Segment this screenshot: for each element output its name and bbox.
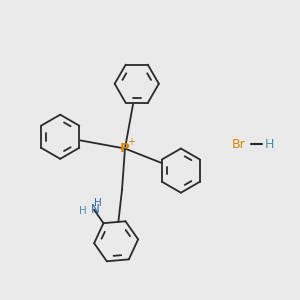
Text: P: P (120, 142, 130, 155)
Text: Br: Br (232, 138, 245, 151)
Text: N: N (91, 203, 100, 216)
Text: H: H (265, 138, 274, 151)
Text: H: H (94, 198, 102, 208)
Text: H: H (80, 206, 87, 216)
Text: +: + (128, 137, 136, 147)
